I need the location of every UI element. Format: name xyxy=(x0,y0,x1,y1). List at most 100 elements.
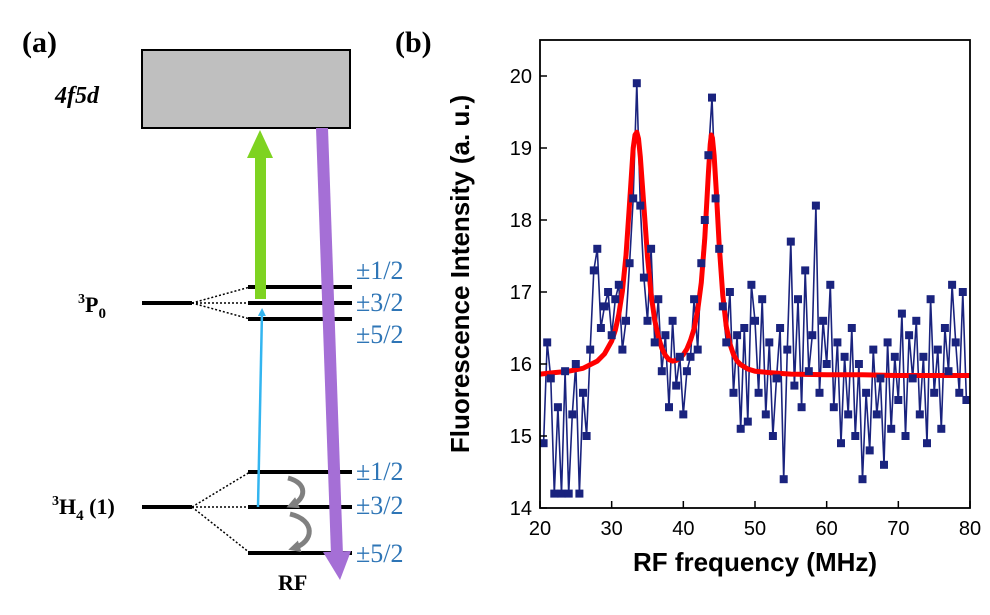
data-point xyxy=(690,295,699,304)
data-point xyxy=(955,388,964,397)
data-point xyxy=(797,403,806,412)
data-point xyxy=(582,432,591,440)
data-point xyxy=(768,432,777,440)
data-point xyxy=(923,439,931,448)
data-point xyxy=(715,244,724,253)
y-tick-label: 14 xyxy=(510,498,532,520)
rf-label: RF xyxy=(278,570,307,595)
x-tick-label: 70 xyxy=(887,518,909,540)
data-point xyxy=(743,417,752,426)
data-point xyxy=(876,374,885,383)
data-point xyxy=(697,259,706,268)
data-point xyxy=(890,352,899,361)
data-point xyxy=(693,345,702,354)
data-point xyxy=(622,316,630,325)
data-point xyxy=(708,93,716,102)
data-point xyxy=(833,338,842,347)
data-point xyxy=(575,489,584,498)
upper-split-dots-3 xyxy=(191,302,251,320)
panel-a-label: (a) xyxy=(22,26,57,59)
data-point xyxy=(854,360,863,368)
emission-arrow-head xyxy=(323,551,351,580)
data-point xyxy=(557,489,566,498)
data-point xyxy=(826,280,835,289)
data-point xyxy=(740,324,749,332)
data-point xyxy=(926,295,935,304)
data-point xyxy=(657,367,666,376)
data-point xyxy=(761,410,770,419)
data-point xyxy=(675,352,684,361)
data-point xyxy=(579,388,587,397)
data-point xyxy=(539,439,548,448)
x-tick-label: 40 xyxy=(672,518,694,540)
data-point xyxy=(636,201,645,210)
lower-sublevel-label-2: ±3/2 xyxy=(356,491,404,520)
data-point xyxy=(887,424,896,433)
data-point xyxy=(586,345,595,354)
data-point xyxy=(815,388,824,397)
data-point xyxy=(754,388,763,397)
data-point xyxy=(822,360,831,368)
data-point xyxy=(650,338,659,347)
upper-split-dots-1 xyxy=(191,286,251,304)
data-point xyxy=(618,345,627,354)
data-point xyxy=(751,316,759,325)
data-point xyxy=(772,374,781,383)
data-point xyxy=(722,338,731,347)
excitation-arrow-head xyxy=(247,130,273,158)
data-point xyxy=(869,345,878,354)
data-point xyxy=(564,489,573,498)
data-point xyxy=(944,367,953,376)
data-point xyxy=(801,266,810,275)
data-point xyxy=(725,288,734,296)
data-point xyxy=(643,316,652,325)
y-tick-label: 16 xyxy=(510,354,532,376)
data-point xyxy=(851,432,860,440)
data-point xyxy=(790,381,799,390)
data-point xyxy=(958,288,967,296)
data-point xyxy=(933,345,942,354)
y-tick-label: 20 xyxy=(510,66,532,88)
x-axis: 20 30 40 50 60 70 80 xyxy=(529,501,981,540)
data-point xyxy=(865,446,874,455)
lower-split-dots-1 xyxy=(191,471,251,508)
data-point xyxy=(718,302,727,311)
data-point xyxy=(546,374,555,383)
data-point xyxy=(704,151,713,160)
data-point xyxy=(872,410,881,419)
data-point xyxy=(632,79,641,88)
data-point xyxy=(915,410,924,419)
data-point xyxy=(625,259,634,268)
data-point xyxy=(897,309,906,318)
excited-band-box xyxy=(141,49,351,129)
upper-sublevel-label-3: ±5/2 xyxy=(356,320,404,349)
data-point xyxy=(962,396,971,404)
data-point xyxy=(847,324,856,332)
y-axis-label: Fluorescence Intensity (a. u.) xyxy=(445,95,475,453)
data-point xyxy=(543,338,552,347)
y-tick-label: 18 xyxy=(510,210,532,232)
panel-b-label: (b) xyxy=(395,26,432,59)
data-point xyxy=(908,374,917,383)
data-point xyxy=(614,280,623,289)
data-point xyxy=(951,338,960,347)
data-point xyxy=(844,410,853,419)
y-tick-label: 17 xyxy=(510,282,532,304)
lower-sublevel-label-3: ±5/2 xyxy=(356,539,404,568)
data-point xyxy=(589,266,598,275)
data-point xyxy=(561,367,570,376)
data-point xyxy=(571,360,580,368)
data-point xyxy=(862,388,871,397)
data-point xyxy=(711,194,720,203)
upper-sublevel-label-2: ±3/2 xyxy=(356,288,404,317)
data-point xyxy=(758,295,767,304)
rf-transition-arrow-2 xyxy=(288,511,312,553)
x-tick-label: 50 xyxy=(744,518,766,540)
data-point xyxy=(894,396,903,404)
data-point xyxy=(840,352,849,361)
data-point xyxy=(837,439,845,448)
data-point xyxy=(629,194,638,203)
data-point xyxy=(794,295,802,304)
data-point xyxy=(919,352,928,361)
data-point xyxy=(858,475,867,484)
